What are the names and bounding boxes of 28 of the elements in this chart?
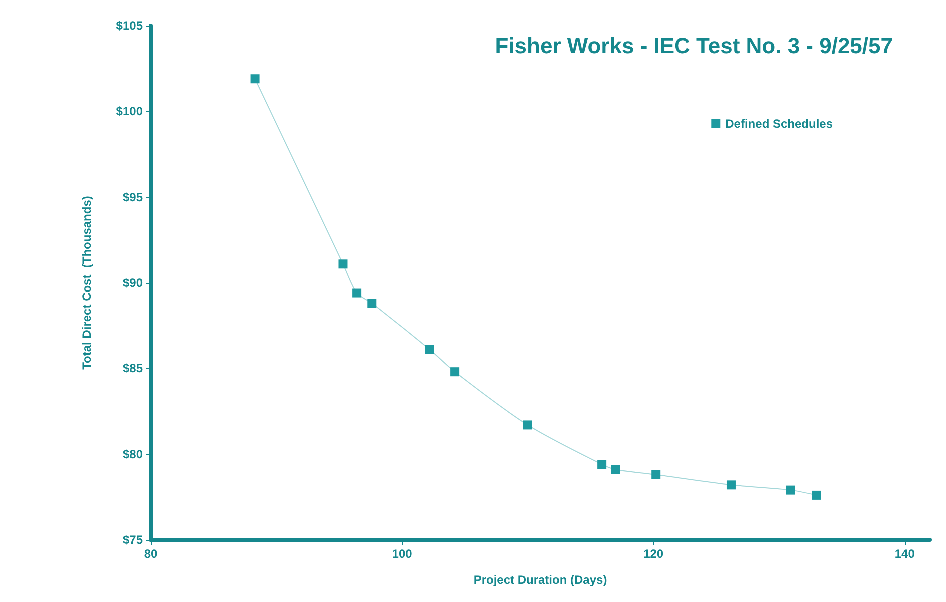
point <box>523 420 532 430</box>
y-tick-label: $100 <box>116 104 144 119</box>
chart-title: Fisher Works - IEC Test No. 3 - 9/25/57 <box>495 34 894 58</box>
x-tick-label: 120 <box>644 547 664 561</box>
y-tick-label: $85 <box>122 362 144 376</box>
point <box>786 486 796 495</box>
point <box>338 260 348 269</box>
point <box>611 465 620 474</box>
point <box>812 490 822 500</box>
y-tick-label: $80 <box>122 447 144 462</box>
y-axis-title: Total Direct Cost (Thousands) <box>80 196 94 370</box>
y-tick-label: $105 <box>116 19 144 33</box>
point <box>425 345 434 354</box>
x-axis-title: Project Duration (Days) <box>474 573 608 587</box>
y-tick-label: $95 <box>122 190 144 204</box>
y-tick-label: $90 <box>122 276 144 290</box>
x-tick-label: 80 <box>144 547 158 561</box>
point <box>250 74 260 84</box>
point <box>450 368 460 377</box>
x-tick-label: 100 <box>392 547 413 561</box>
point <box>652 470 661 480</box>
legend-label: Defined Schedules <box>726 117 834 131</box>
point <box>726 480 736 490</box>
x-tick-label: 140 <box>894 547 916 561</box>
point <box>352 288 362 298</box>
point <box>598 460 607 470</box>
y-tick-label: $75 <box>122 533 144 547</box>
point <box>368 299 377 308</box>
